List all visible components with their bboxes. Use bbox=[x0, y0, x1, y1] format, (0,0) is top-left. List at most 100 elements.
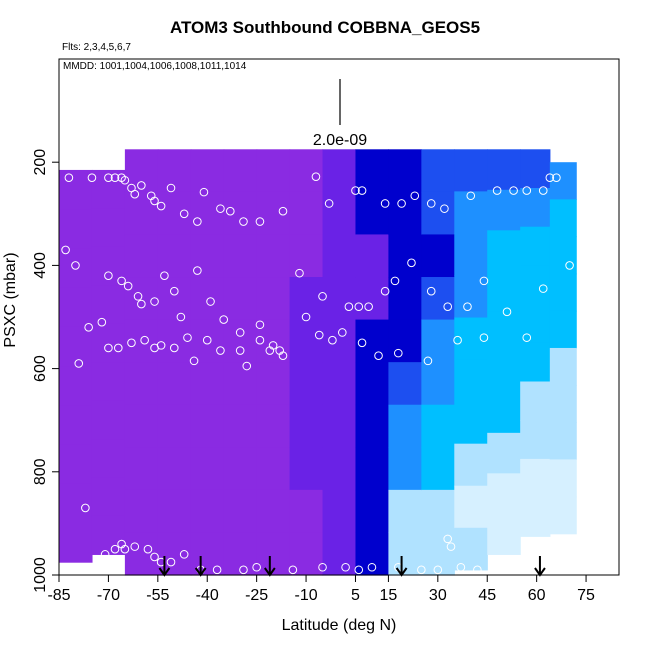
data-point bbox=[113, 343, 123, 353]
heatmap-cell bbox=[124, 404, 159, 448]
data-point bbox=[397, 199, 406, 208]
heatmap-cell bbox=[157, 489, 192, 534]
data-point bbox=[453, 335, 462, 345]
heatmap-cell bbox=[157, 234, 192, 278]
data-point bbox=[216, 204, 225, 213]
heatmap-cell bbox=[59, 522, 93, 563]
x-tick-label: 75 bbox=[577, 587, 595, 604]
heatmap-cell bbox=[355, 319, 390, 363]
heatmap-cell bbox=[223, 149, 258, 193]
data-point bbox=[426, 286, 436, 296]
heatmap-cell bbox=[190, 234, 225, 278]
scale-bar-label: 2.0e-09 bbox=[313, 132, 367, 149]
data-point bbox=[104, 173, 113, 182]
data-point bbox=[367, 562, 377, 572]
data-point bbox=[311, 172, 321, 181]
observation-points bbox=[61, 172, 574, 575]
heatmap-cell bbox=[190, 489, 225, 534]
data-point bbox=[189, 356, 199, 366]
data-point bbox=[357, 338, 367, 348]
heatmap-cell bbox=[322, 277, 357, 321]
heatmap-cell bbox=[487, 432, 521, 474]
heatmap-cell bbox=[190, 319, 225, 363]
heatmap-cell bbox=[454, 191, 488, 235]
data-point bbox=[110, 544, 120, 554]
data-point bbox=[446, 542, 456, 551]
heatmap-cell bbox=[289, 489, 324, 534]
heatmap-cell bbox=[520, 497, 551, 537]
heatmap-cell bbox=[223, 277, 258, 321]
heatmap-cell bbox=[157, 362, 192, 406]
heatmap-cell bbox=[355, 404, 390, 448]
heatmap-cell bbox=[256, 149, 291, 193]
data-point bbox=[252, 562, 261, 572]
heatmap-cell bbox=[223, 447, 258, 491]
data-point bbox=[479, 333, 489, 342]
heatmap-cell bbox=[124, 447, 159, 491]
heatmap-cell bbox=[59, 169, 93, 210]
heatmap-cell bbox=[487, 473, 521, 515]
heatmap-cell bbox=[91, 477, 126, 517]
heatmap-cell bbox=[59, 248, 93, 289]
data-point bbox=[341, 562, 350, 572]
heatmap-cell bbox=[59, 209, 93, 249]
heatmap-cell bbox=[157, 532, 192, 576]
data-point bbox=[130, 189, 140, 199]
heatmap-cell bbox=[421, 532, 455, 576]
data-point bbox=[324, 199, 334, 208]
heatmap-cell bbox=[487, 189, 521, 231]
heatmap-cell bbox=[549, 459, 577, 498]
heatmap-cell bbox=[289, 532, 324, 576]
heatmap-cell bbox=[322, 149, 357, 193]
heatmap-cell bbox=[454, 149, 488, 192]
chart-title: ATOM3 Southbound COBBNA_GEOS5 bbox=[169, 18, 481, 37]
heatmap-cell bbox=[59, 287, 93, 328]
data-point bbox=[301, 312, 311, 322]
data-point bbox=[440, 204, 449, 213]
data-point bbox=[318, 562, 327, 572]
heatmap-cell bbox=[256, 489, 291, 534]
data-point bbox=[97, 317, 107, 327]
y-tick-label: 200 bbox=[32, 149, 49, 176]
heatmap-cell bbox=[223, 404, 258, 448]
data-point bbox=[110, 173, 120, 182]
data-point bbox=[351, 186, 360, 195]
data-point bbox=[239, 565, 248, 575]
heatmap-cell bbox=[124, 149, 159, 193]
data-point bbox=[357, 186, 367, 195]
heatmap-cell bbox=[355, 234, 390, 278]
heatmap-cell bbox=[549, 422, 577, 461]
heatmap-cell bbox=[190, 149, 225, 193]
data-point bbox=[206, 297, 215, 306]
data-point bbox=[61, 245, 70, 255]
data-point bbox=[137, 299, 146, 309]
data-point bbox=[140, 335, 149, 345]
heatmap-cell bbox=[520, 342, 551, 383]
heatmap-cell bbox=[223, 319, 258, 363]
data-point bbox=[456, 562, 466, 572]
heatmap-cell bbox=[388, 234, 422, 278]
heatmap-cell bbox=[388, 489, 422, 534]
heatmap-cell bbox=[124, 489, 159, 534]
data-point bbox=[380, 199, 390, 208]
data-point bbox=[199, 187, 209, 197]
heatmap-cell bbox=[487, 392, 521, 434]
heatmap-cell bbox=[549, 385, 577, 423]
x-tick-label: 45 bbox=[478, 587, 496, 604]
x-axis: -85 -70 -55 -40 -25 -10 5 15 30 45 60 75 bbox=[47, 574, 595, 604]
data-point bbox=[410, 191, 420, 201]
data-point bbox=[426, 199, 436, 208]
heatmap-cell bbox=[520, 458, 551, 499]
y-axis-title: PSXC (mbar) bbox=[2, 252, 19, 347]
data-point bbox=[169, 343, 179, 353]
heatmap-cell bbox=[388, 404, 422, 448]
heatmap-cell bbox=[487, 513, 521, 555]
data-point bbox=[479, 276, 489, 286]
data-point bbox=[64, 173, 74, 182]
heatmap-cell bbox=[190, 447, 225, 491]
data-point bbox=[538, 186, 548, 195]
heatmap-cell bbox=[520, 149, 551, 189]
data-point bbox=[150, 297, 159, 306]
heatmap-cell bbox=[355, 447, 390, 491]
heatmap-cell bbox=[157, 447, 192, 491]
